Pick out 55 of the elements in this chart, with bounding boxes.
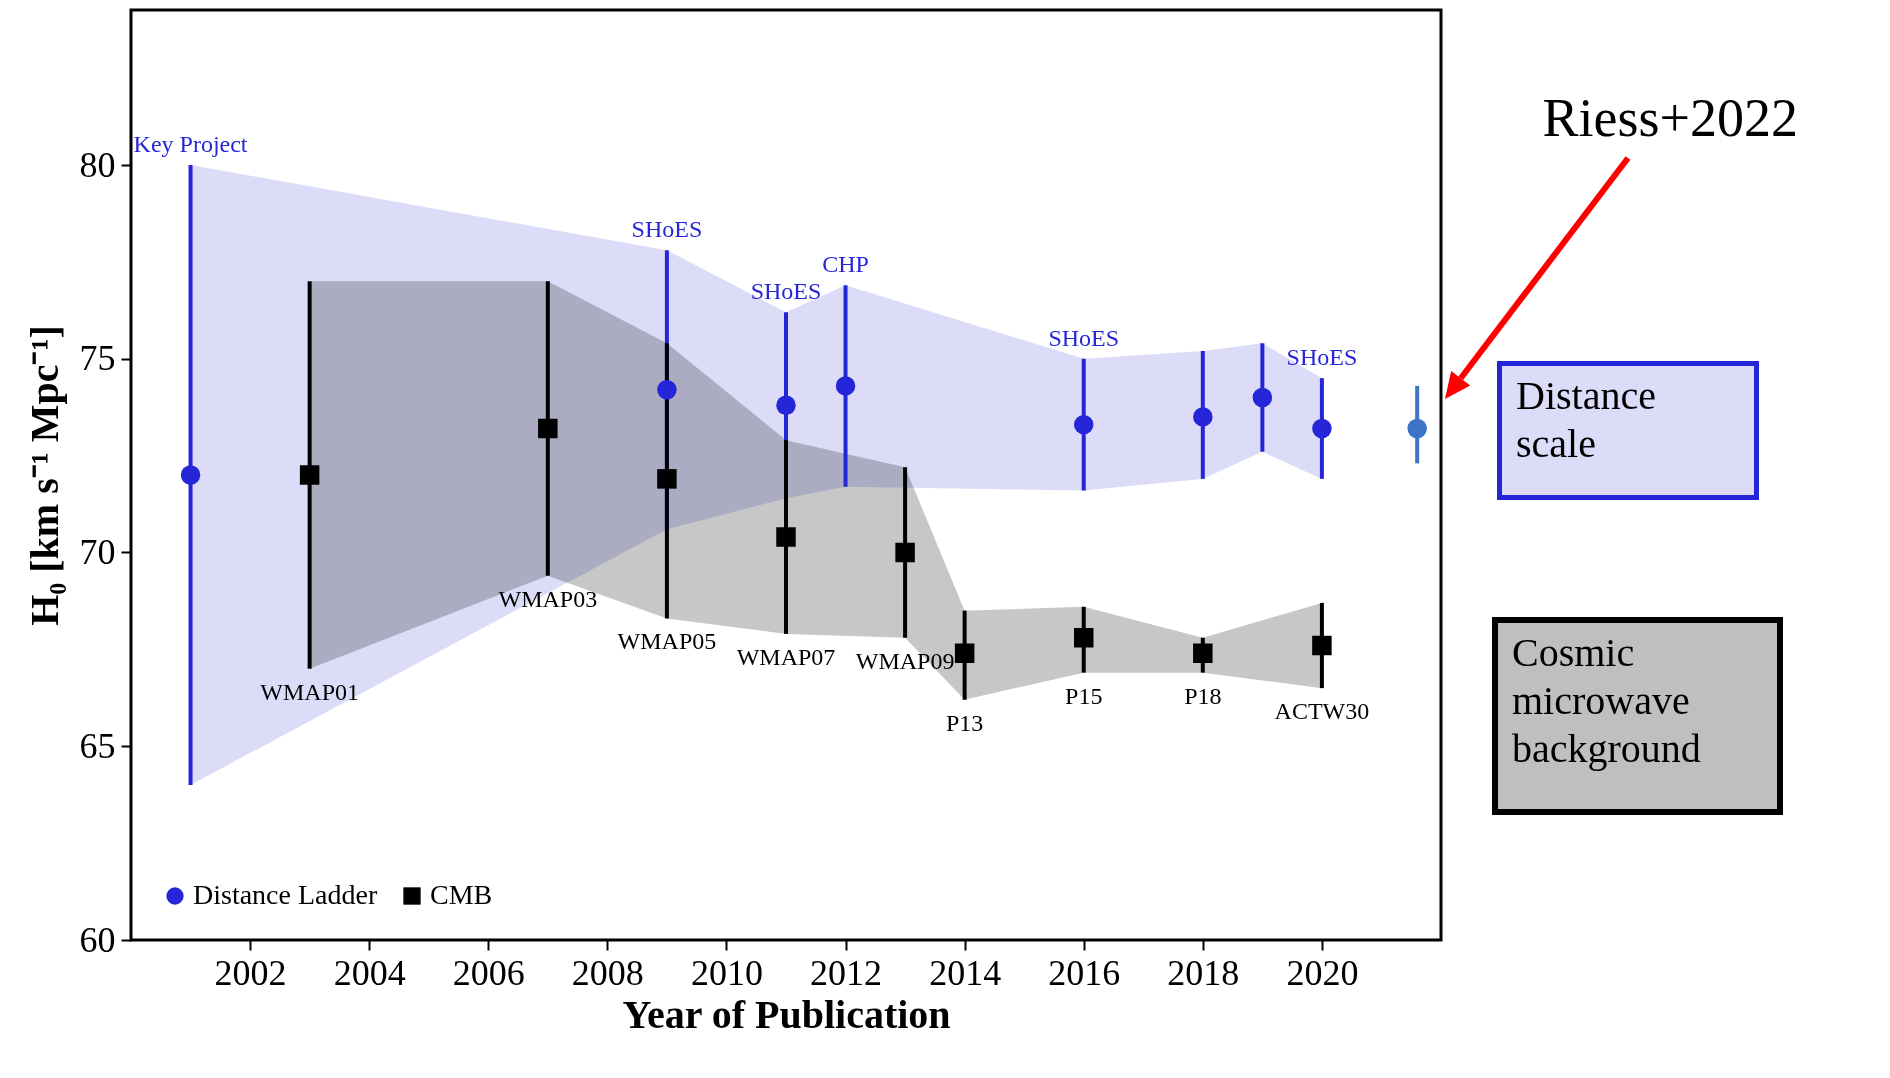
point — [299, 465, 320, 485]
annotation: WMAP05 — [617, 628, 717, 655]
annotation: Key Project — [133, 131, 248, 157]
text: Riess+2022 — [1542, 87, 1798, 148]
legend-label: CMB — [430, 879, 493, 910]
annotation: WMAP01 — [260, 678, 359, 705]
x-tick-label: 2014 — [929, 952, 1002, 993]
annotation: P18 — [1184, 682, 1222, 709]
annotation: SHoES — [750, 278, 822, 305]
y-tick-label: 75 — [79, 338, 116, 379]
annotation: P13 — [945, 709, 984, 736]
annotation: SHoES — [631, 216, 703, 243]
annotation: P15 — [1065, 682, 1103, 709]
point — [1252, 387, 1273, 408]
annotation: SHoES — [1286, 344, 1358, 371]
x-tick-label: 2020 — [1286, 952, 1359, 993]
point — [538, 418, 558, 439]
annotation: ACTW30 — [1274, 698, 1370, 725]
x-tick-label: 2016 — [1048, 952, 1121, 993]
x-tick-label: 2018 — [1167, 952, 1240, 993]
y-axis-title: H₀ [km s⁻¹ Mpc⁻¹] — [21, 325, 67, 626]
point — [835, 376, 856, 396]
point — [657, 469, 677, 489]
point — [1073, 628, 1094, 648]
annotation: CHP — [822, 251, 869, 278]
y-tick-label: 80 — [79, 144, 116, 185]
point — [776, 395, 796, 415]
legend-label: Distance Ladder — [193, 879, 378, 910]
y-tick-label: 60 — [79, 919, 116, 960]
point — [1407, 418, 1427, 439]
point — [895, 542, 915, 563]
point — [954, 643, 975, 663]
x-axis-title: Year of Publication — [622, 991, 951, 1037]
annotation: WMAP07 — [736, 643, 836, 670]
annotation: WMAP03 — [498, 585, 598, 612]
x-tick-label: 2012 — [810, 952, 883, 993]
y-tick-label: 65 — [79, 725, 116, 766]
point — [1073, 414, 1094, 435]
x-tick-label: 2008 — [571, 952, 644, 993]
x-tick-label: 2004 — [333, 952, 406, 993]
x-tick-label: 2006 — [452, 952, 525, 993]
annotation: WMAP09 — [855, 647, 955, 674]
y-tick-label: 70 — [79, 532, 116, 572]
point — [776, 527, 796, 547]
annotation: SHoES — [1048, 324, 1120, 351]
point — [180, 465, 201, 485]
point — [1312, 635, 1332, 656]
point — [657, 380, 677, 400]
point — [1312, 418, 1332, 439]
point — [1193, 643, 1213, 663]
x-tick-label: 2002 — [214, 952, 287, 993]
text: Cosmic microwave background — [1492, 617, 1783, 815]
text: Distance scale — [1497, 361, 1759, 500]
point — [1193, 407, 1213, 427]
x-tick-label: 2010 — [690, 952, 763, 993]
